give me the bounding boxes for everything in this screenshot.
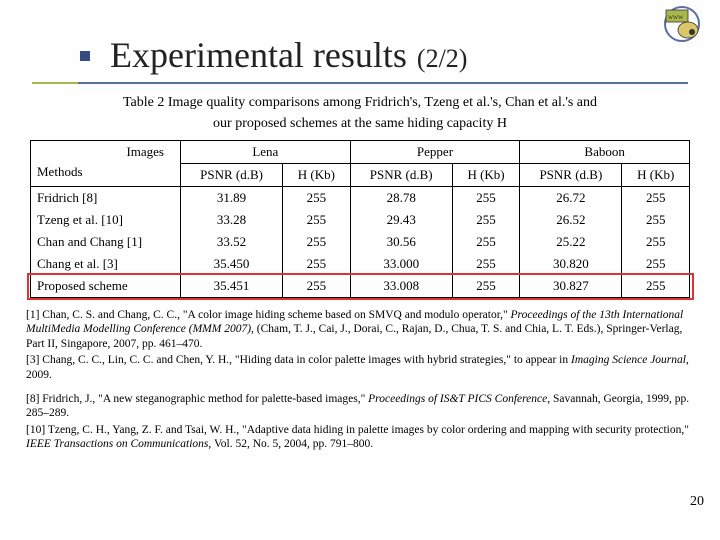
table-row: Fridrich [8]31.8925528.7825526.72255	[31, 187, 690, 210]
logo-icon: www	[658, 6, 706, 42]
page-number: 20	[690, 494, 704, 510]
data-cell: 255	[283, 187, 351, 210]
table-row: Chan and Chang [1]33.5225530.5625525.222…	[31, 231, 690, 253]
data-cell: 255	[452, 187, 520, 210]
sub-header: H (Kb)	[452, 164, 520, 187]
data-cell: 35.451	[181, 275, 283, 298]
data-cell: 255	[283, 209, 351, 231]
method-cell: Tzeng et al. [10]	[31, 209, 181, 231]
table-row: Chang et al. [3]35.45025533.00025530.820…	[31, 253, 690, 275]
data-cell: 30.827	[520, 275, 622, 298]
sub-header: PSNR (d.B)	[520, 164, 622, 187]
table-header-row: Images Methods Lena Pepper Baboon	[31, 141, 690, 164]
sub-header: H (Kb)	[283, 164, 351, 187]
col-group-header: Lena	[181, 141, 351, 164]
caption-line: our proposed schemes at the same hiding …	[213, 116, 507, 131]
slide-title: Experimental results	[110, 34, 407, 76]
method-cell: Fridrich [8]	[31, 187, 181, 210]
table-caption: Table 2 Image quality comparisons among …	[20, 92, 700, 134]
col-group-header: Baboon	[520, 141, 690, 164]
table-wrapper: Images Methods Lena Pepper Baboon PSNR (…	[20, 140, 700, 298]
data-cell: 25.22	[520, 231, 622, 253]
data-cell: 35.450	[181, 253, 283, 275]
data-cell: 255	[622, 187, 690, 210]
data-cell: 33.000	[350, 253, 452, 275]
data-cell: 26.72	[520, 187, 622, 210]
svg-text:www: www	[668, 13, 684, 21]
data-cell: 255	[622, 231, 690, 253]
data-cell: 30.56	[350, 231, 452, 253]
data-cell: 31.89	[181, 187, 283, 210]
accent-divider	[32, 82, 688, 84]
corner-top-label: Images	[37, 144, 174, 160]
corner-cell: Images Methods	[31, 141, 181, 187]
method-cell: Proposed scheme	[31, 275, 181, 298]
references-block-2: [8] Fridrich, J., "A new steganographic …	[26, 392, 694, 452]
slide-title-counter: (2/2)	[417, 44, 468, 74]
corner-bottom-label: Methods	[37, 164, 174, 180]
data-cell: 28.78	[350, 187, 452, 210]
results-table: Images Methods Lena Pepper Baboon PSNR (…	[30, 140, 690, 298]
method-cell: Chang et al. [3]	[31, 253, 181, 275]
data-cell: 255	[283, 253, 351, 275]
data-cell: 33.008	[350, 275, 452, 298]
sub-header: PSNR (d.B)	[350, 164, 452, 187]
data-cell: 255	[283, 231, 351, 253]
data-cell: 255	[283, 275, 351, 298]
data-cell: 255	[452, 253, 520, 275]
reference-entry: [8] Fridrich, J., "A new steganographic …	[26, 392, 694, 421]
data-cell: 33.52	[181, 231, 283, 253]
col-group-header: Pepper	[350, 141, 520, 164]
table-row: Proposed scheme35.45125533.00825530.8272…	[31, 275, 690, 298]
method-cell: Chan and Chang [1]	[31, 231, 181, 253]
data-cell: 30.820	[520, 253, 622, 275]
slide-container: www Experimental results (2/2) Table 2 I…	[0, 0, 720, 540]
data-cell: 26.52	[520, 209, 622, 231]
data-cell: 33.28	[181, 209, 283, 231]
caption-line: Table 2 Image quality comparisons among …	[123, 95, 597, 110]
reference-entry: [3] Chang, C. C., Lin, C. C. and Chen, Y…	[26, 353, 694, 382]
reference-entry: [1] Chan, C. S. and Chang, C. C., "A col…	[26, 308, 694, 351]
references-block-1: [1] Chan, C. S. and Chang, C. C., "A col…	[26, 308, 694, 382]
data-cell: 255	[622, 253, 690, 275]
data-cell: 29.43	[350, 209, 452, 231]
sub-header: H (Kb)	[622, 164, 690, 187]
refs-divider	[20, 384, 700, 392]
title-bullet-icon	[80, 51, 90, 61]
data-cell: 255	[452, 275, 520, 298]
title-row: Experimental results (2/2)	[80, 34, 700, 76]
reference-entry: [10] Tzeng, C. H., Yang, Z. F. and Tsai,…	[26, 423, 694, 452]
data-cell: 255	[622, 275, 690, 298]
sub-header: PSNR (d.B)	[181, 164, 283, 187]
table-body: Fridrich [8]31.8925528.7825526.72255Tzen…	[31, 187, 690, 298]
data-cell: 255	[452, 231, 520, 253]
data-cell: 255	[452, 209, 520, 231]
table-row: Tzeng et al. [10]33.2825529.4325526.5225…	[31, 209, 690, 231]
data-cell: 255	[622, 209, 690, 231]
